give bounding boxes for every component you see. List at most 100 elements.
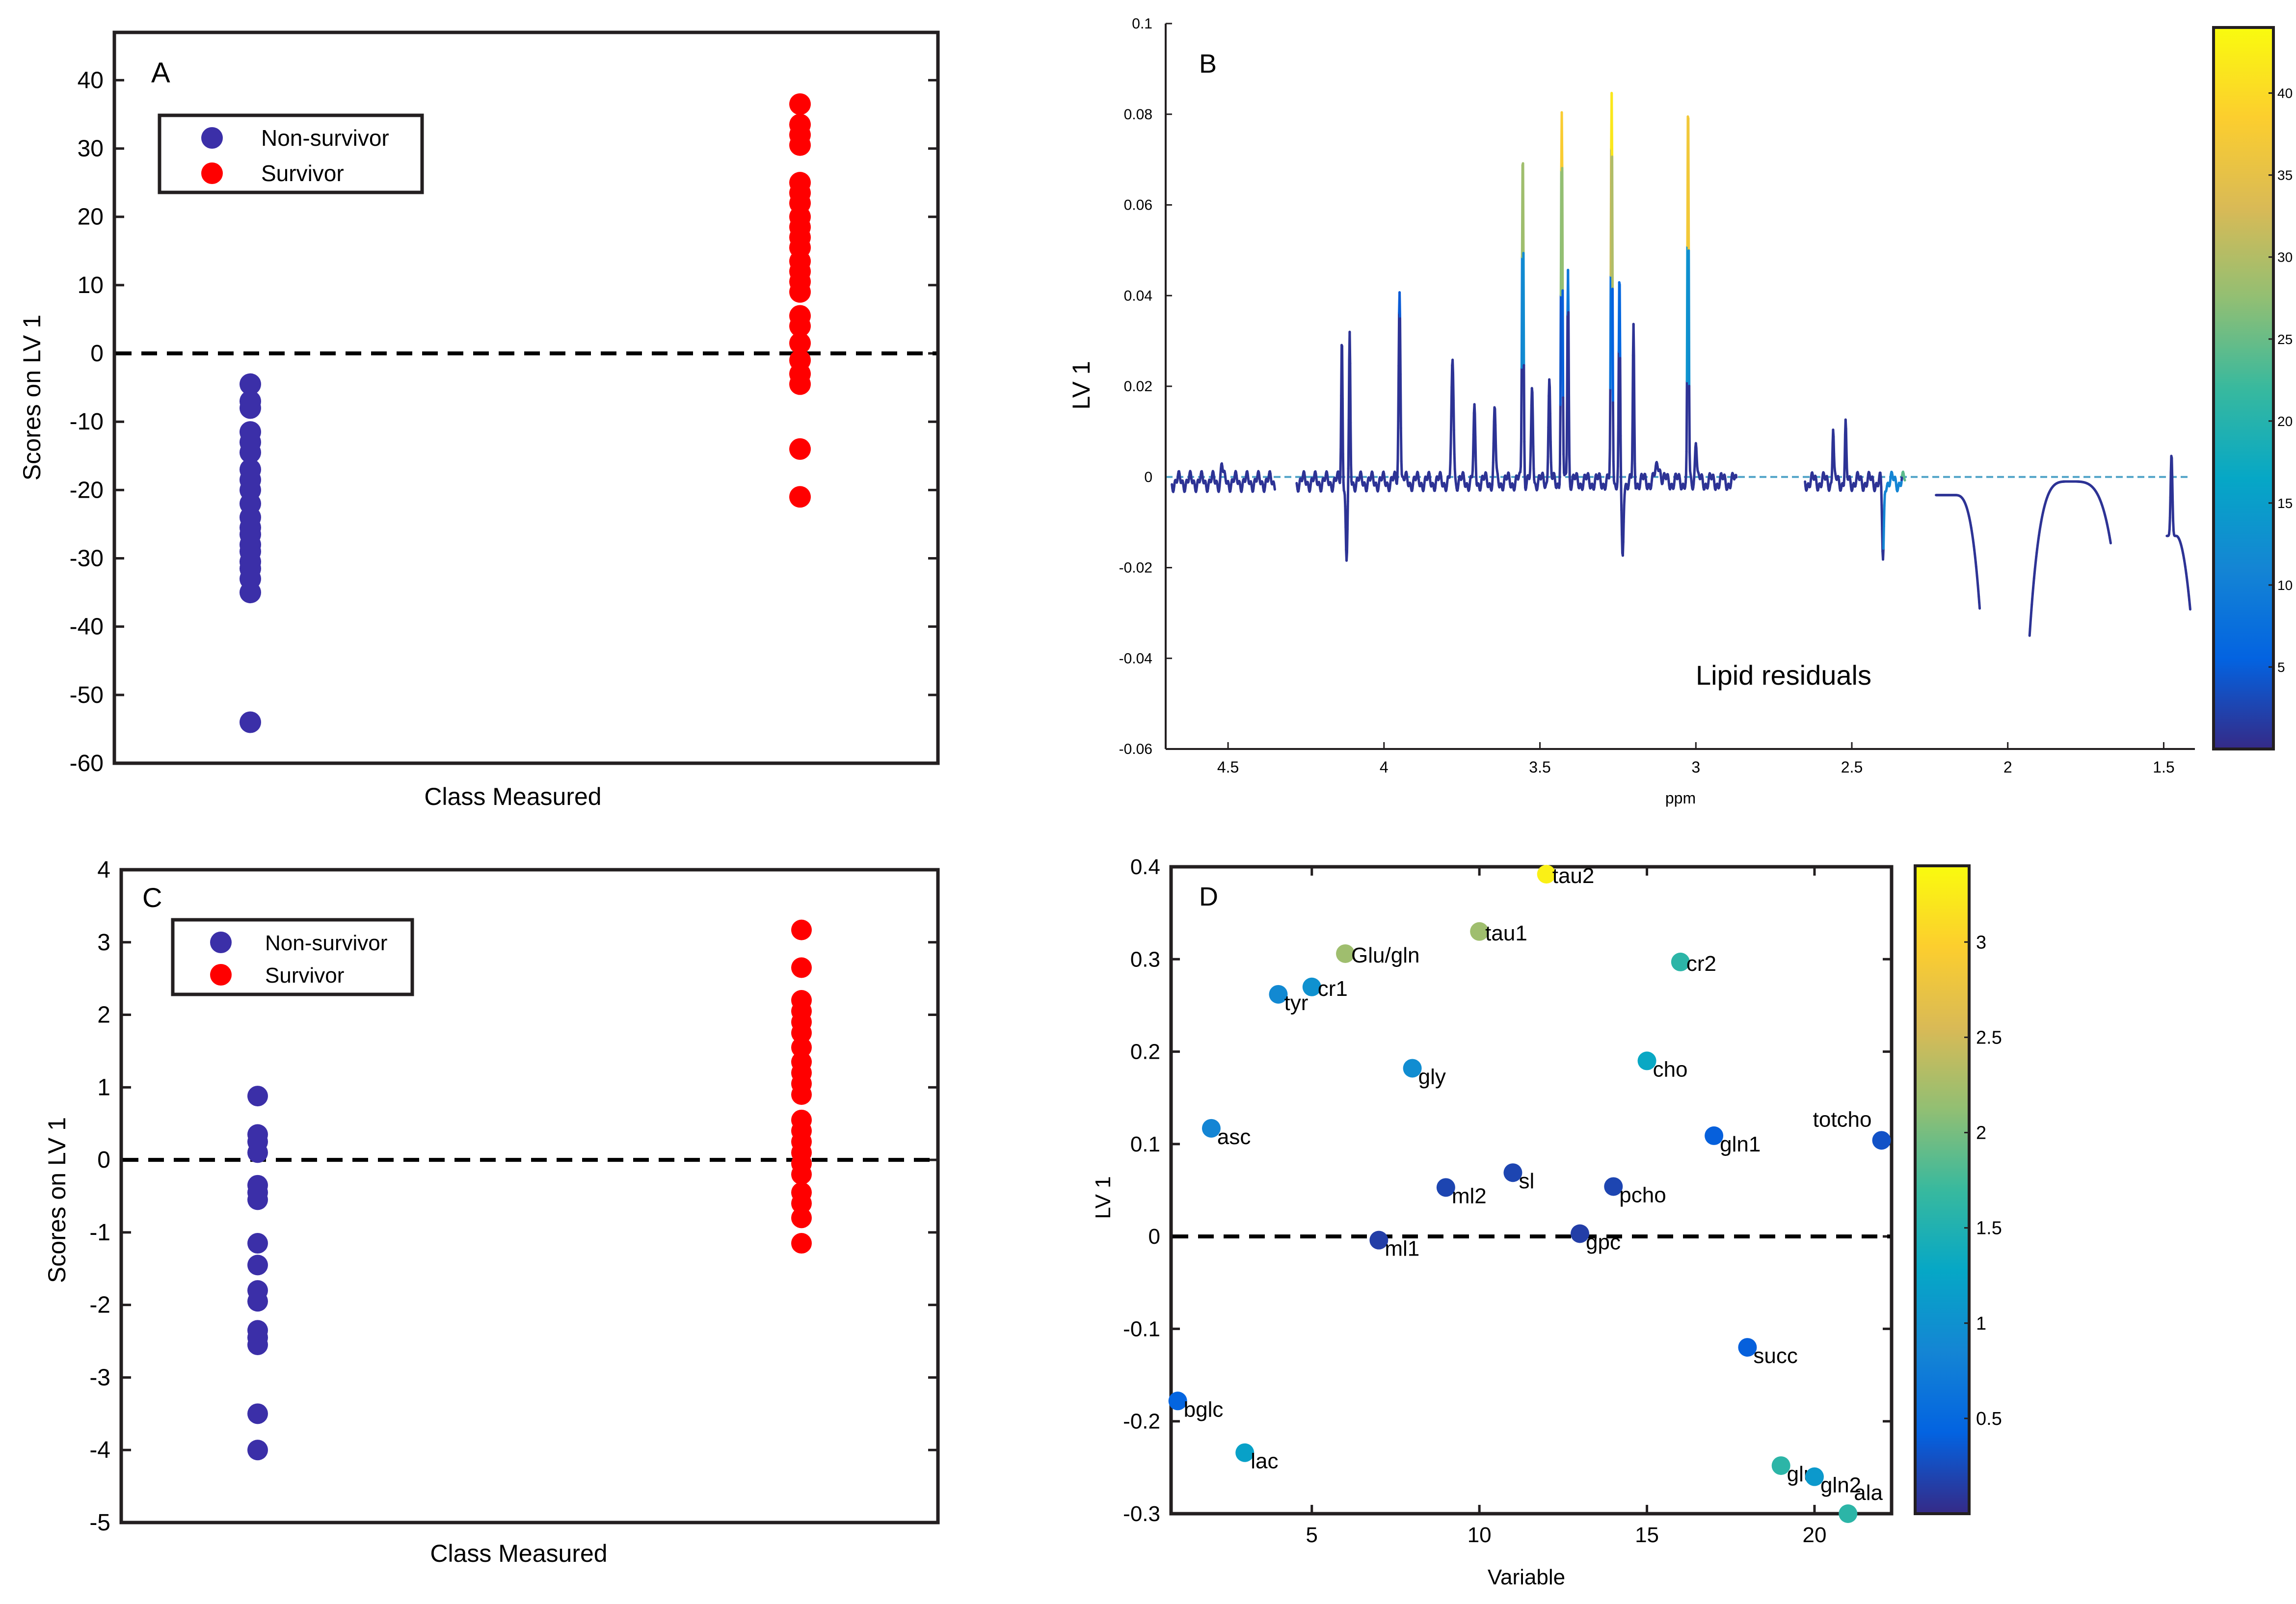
spectrum-segment	[1471, 455, 1474, 472]
loading-point	[1403, 1059, 1422, 1078]
survivor-point	[789, 93, 811, 115]
loading-point	[1201, 1119, 1221, 1138]
y-tick-label: 0.2	[1130, 1040, 1160, 1064]
x-tick-label: 10	[1468, 1523, 1492, 1547]
spectrum-segment	[1632, 322, 1635, 357]
loading-label: gly	[1418, 1065, 1446, 1089]
y-tick-label: 20	[78, 204, 104, 230]
survivor-point	[791, 1022, 812, 1043]
panel-b-letter: B	[1199, 49, 1217, 79]
spectrum-segment	[1549, 440, 1552, 464]
loading-label: gpc	[1586, 1230, 1621, 1254]
y-tick-label: 40	[78, 67, 104, 93]
non-survivor-point	[247, 1440, 268, 1461]
y-tick-label: 3	[97, 930, 110, 956]
spectrum-segment	[1903, 478, 1906, 482]
spectrum-segment	[2168, 516, 2171, 531]
non-survivor-point	[247, 1255, 268, 1276]
panel-b: B 0.1 0.08 0.06 0.04 0.02 0 -0.02 -0.04 -0.06 4.5…	[1068, 16, 2293, 807]
non-survivor-point	[240, 441, 261, 463]
spectrum-segment	[1622, 520, 1625, 543]
spectrum-segment	[1608, 448, 1611, 474]
loading-point	[1168, 1391, 1187, 1411]
y-tick-label: -50	[70, 682, 104, 708]
colorbar-tick-label: 15	[2277, 496, 2293, 511]
non-survivor-point	[240, 373, 261, 395]
spectrum-segment	[1883, 493, 1886, 508]
y-tick-label: -0.04	[1119, 650, 1152, 667]
colorbar-tick-label: 25	[2277, 332, 2293, 347]
spectrum-segment	[1349, 362, 1352, 424]
x-tick-label: 2.5	[1841, 758, 1863, 776]
loading-label: lac	[1251, 1449, 1278, 1473]
spectrum-segment	[2172, 519, 2175, 532]
loading-label: gln1	[1720, 1132, 1761, 1156]
legend-c-non-survivor-label: Non-survivor	[265, 931, 387, 955]
colorbar-tick-label: 5	[2277, 660, 2285, 675]
survivor-point	[791, 1207, 812, 1229]
loading-label: cr1	[1318, 977, 1348, 1001]
non-survivor-point	[247, 1291, 268, 1312]
y-tick-label: 0.06	[1124, 197, 1152, 214]
loading-point	[1771, 1456, 1790, 1475]
y-tick-label: -0.02	[1119, 560, 1152, 576]
spectrum-segment	[1453, 453, 1456, 471]
x-tick-label: 4	[1380, 758, 1388, 776]
non-survivor-point	[247, 1086, 268, 1107]
colorbar-tick-label: 40	[2277, 86, 2293, 101]
loading-point	[1805, 1467, 1824, 1486]
spectrum-segment	[1844, 418, 1847, 430]
y-tick-label: 10	[78, 272, 104, 298]
y-tick-label: 0.08	[1124, 107, 1152, 123]
spectrum-segment	[1342, 481, 1345, 492]
spectrum-segment	[1561, 166, 1564, 292]
spectrum-segment	[1495, 459, 1498, 469]
loading-label: cho	[1653, 1057, 1688, 1081]
loading-point	[1571, 1224, 1590, 1243]
panel-b-spectrum	[1171, 92, 2191, 637]
spectrum-segment	[1347, 418, 1350, 470]
loading-label: succ	[1753, 1344, 1797, 1368]
y-tick-label: -0.06	[1119, 741, 1152, 757]
spectrum-segment	[1475, 475, 1478, 486]
survivor-point	[791, 1037, 812, 1058]
loading-label: tyr	[1284, 991, 1308, 1015]
loading-label: tau1	[1485, 921, 1527, 945]
colorbar-tick-label: 0.5	[1976, 1409, 2002, 1429]
panel-a-frame	[112, 30, 940, 765]
spectrum-segment	[1520, 437, 1522, 468]
y-tick-label: -0.1	[1123, 1317, 1160, 1341]
y-tick-label: -10	[70, 409, 104, 435]
panel-c-legend: Non-survivor Survivor	[171, 918, 414, 996]
spectrum-segment	[1684, 473, 1687, 484]
spectrum-segment	[1568, 454, 1571, 481]
panel-d-colorbar	[1914, 864, 1971, 1515]
survivor-point	[791, 1193, 812, 1214]
colorbar-tick-label: 30	[2277, 250, 2293, 265]
spectrum-segment	[1452, 372, 1455, 402]
spectrum-segment	[1568, 395, 1571, 457]
non-survivor-point	[247, 1142, 268, 1163]
legend-non-survivor-label: Non-survivor	[261, 125, 389, 151]
spectrum-segment	[1685, 380, 1688, 453]
loading-label: pcho	[1619, 1183, 1666, 1207]
panel-d-letter: D	[1199, 882, 1218, 911]
panel-b-ylabel: LV 1	[1068, 361, 1095, 409]
survivor-point	[791, 957, 812, 978]
y-tick-label: -30	[70, 546, 104, 572]
spectrum-segment	[1350, 463, 1353, 483]
spectrum-segment	[1567, 268, 1570, 314]
spectrum-segment	[1687, 117, 1690, 252]
spectrum-segment	[1558, 462, 1561, 486]
spectrum-segment	[1529, 454, 1532, 472]
y-tick-label: 0.1	[1132, 16, 1152, 32]
spectrum-segment	[1831, 442, 1834, 466]
loading-point	[1302, 977, 1321, 996]
colorbar-tick-label: 2	[1976, 1123, 1986, 1144]
panel-d-ylabel: LV 1	[1091, 1176, 1115, 1219]
legend-non-survivor-marker	[201, 127, 223, 149]
survivor-point	[789, 315, 811, 337]
spectrum-segment	[1695, 447, 1698, 459]
non-survivor-point	[247, 1233, 268, 1254]
spectrum-segment	[1633, 417, 1636, 465]
